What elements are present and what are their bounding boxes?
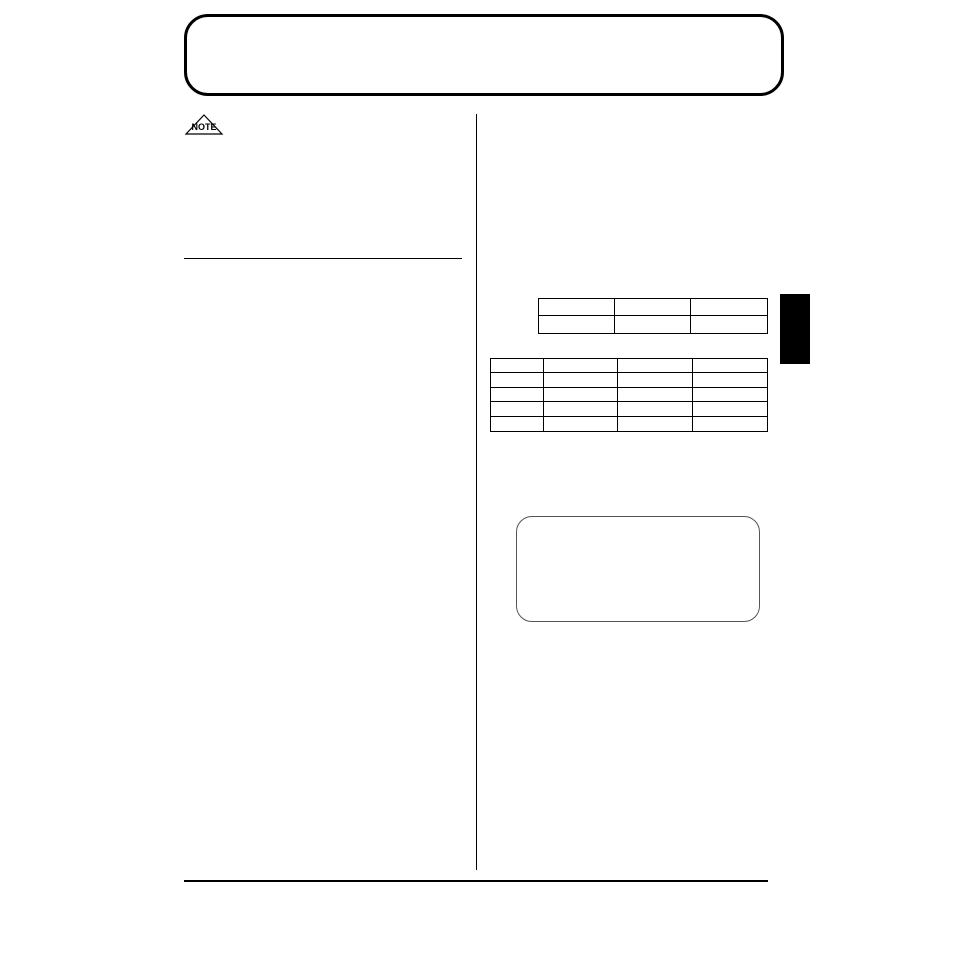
table-cell (544, 359, 618, 373)
table-cell (491, 373, 544, 387)
table-cell (693, 417, 767, 431)
table-cell (544, 417, 618, 431)
table-cell (544, 388, 618, 402)
table-cell (618, 373, 692, 387)
note-icon-label: NOTE (191, 122, 216, 132)
table-cell (618, 417, 692, 431)
table-cell (693, 359, 767, 373)
table-cell (491, 402, 544, 416)
table-cell (618, 402, 692, 416)
table-cell (491, 388, 544, 402)
table-cell (539, 299, 615, 316)
left-column-heading-underline (184, 258, 462, 259)
table-cell (691, 299, 767, 316)
title-box (184, 14, 784, 96)
large-table (490, 358, 768, 432)
table-cell (618, 388, 692, 402)
table-cell (544, 373, 618, 387)
bottom-rule (184, 880, 768, 882)
table-cell (615, 299, 691, 316)
table-cell (491, 417, 544, 431)
callout-box (516, 516, 760, 622)
table-cell (693, 402, 767, 416)
table-cell (615, 316, 691, 333)
column-divider (476, 114, 477, 870)
document-page: NOTE (0, 0, 954, 954)
table-cell (618, 359, 692, 373)
table-cell (544, 402, 618, 416)
side-index-tab (780, 294, 810, 364)
small-table (538, 298, 768, 334)
table-cell (693, 373, 767, 387)
table-cell (539, 316, 615, 333)
table-cell (491, 359, 544, 373)
table-cell (693, 388, 767, 402)
note-icon: NOTE (184, 114, 224, 134)
table-cell (691, 316, 767, 333)
